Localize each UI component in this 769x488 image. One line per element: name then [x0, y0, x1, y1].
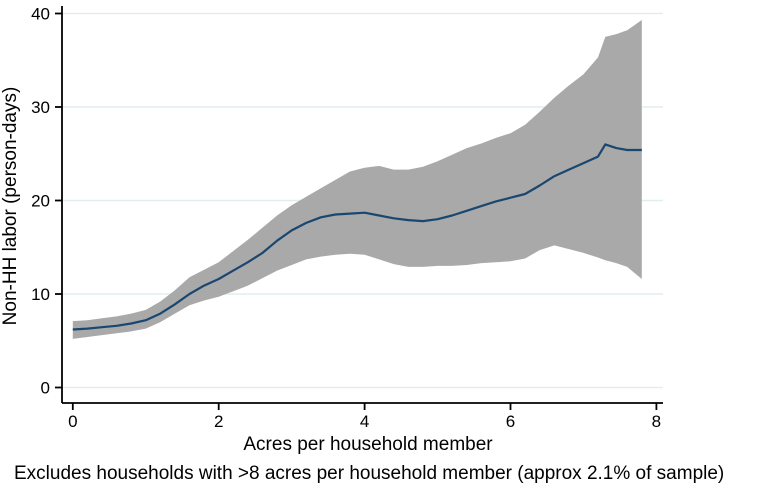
- y-axis-title: Non-HH labor (person-days): [0, 87, 21, 326]
- y-tick-label: 0: [41, 379, 50, 398]
- y-tick-label: 10: [31, 285, 50, 304]
- figure-note: Excludes households with >8 acres per ho…: [14, 463, 724, 484]
- x-tick-label: 8: [652, 412, 661, 431]
- y-tick-label: 30: [31, 98, 50, 117]
- x-tick-label: 4: [360, 412, 369, 431]
- y-tick-label: 20: [31, 192, 50, 211]
- x-axis-title: Acres per household member: [243, 434, 493, 455]
- y-tick-label: 40: [31, 5, 50, 24]
- axes: [61, 6, 663, 404]
- mean-line: [72, 143, 642, 331]
- confidence-band: [72, 20, 642, 339]
- tick-labels: 0 10 20 30 40 0 2 4 6 8: [31, 5, 661, 432]
- x-tick-label: 2: [214, 412, 223, 431]
- x-tick-label: 6: [506, 412, 515, 431]
- x-tick-label: 0: [68, 412, 77, 431]
